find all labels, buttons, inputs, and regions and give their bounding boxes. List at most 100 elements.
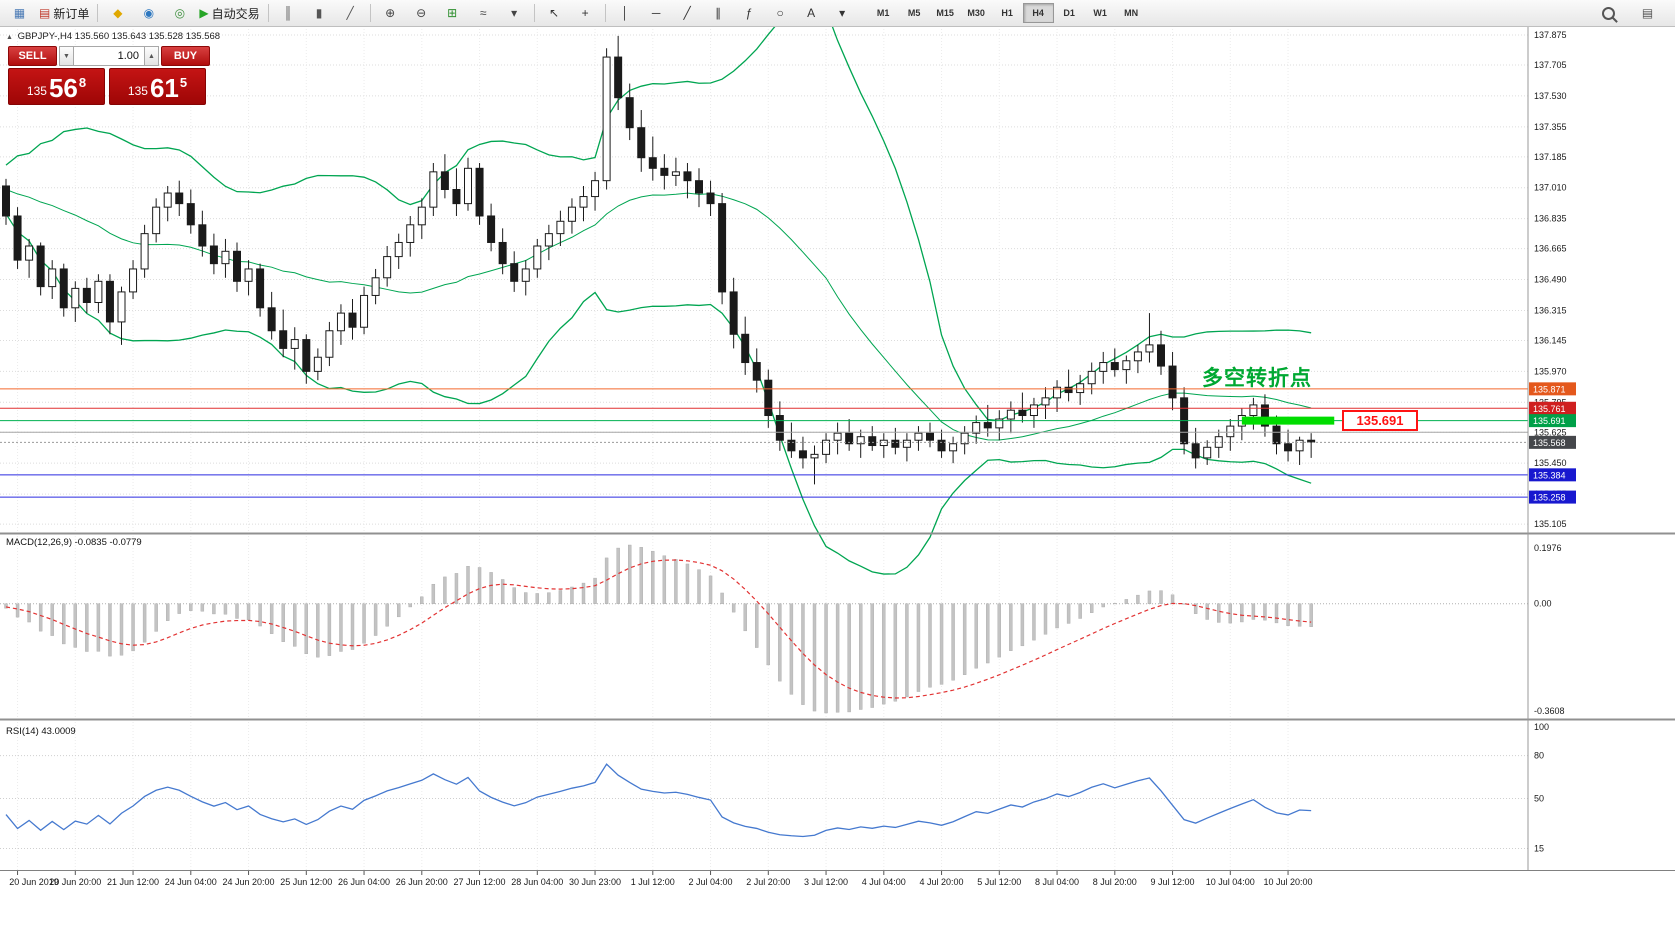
svg-text:135.625: 135.625 [1534,427,1567,437]
zoom-out-icon[interactable]: ⊖ [406,1,437,25]
svg-text:9 Jul 12:00: 9 Jul 12:00 [1151,877,1195,887]
symbol-ohlc: 135.560 135.643 135.528 135.568 [74,31,221,42]
timeframe-h1[interactable]: H1 [1001,8,1013,18]
price-badges: 135.871 135.761 135.691 135.384 135.258 135.5… [1529,382,1576,504]
arrows-dropdown-icon[interactable]: ▾ [827,1,858,25]
templates-icon[interactable]: ▾ [499,1,530,25]
crosshair-icon: + [581,6,589,20]
market-icon[interactable]: ◉ [133,1,164,25]
timeframe-m5[interactable]: M5 [907,8,921,18]
macd-indicator-label: MACD(12,26,9) -0.0835 -0.0779 [6,537,142,548]
rsi-panel: 100 80 50 15 [0,722,1549,854]
search-icon[interactable] [1593,1,1624,25]
candlestick-chart-icon: ▮ [315,6,323,20]
bar-chart-icon: ║ [283,6,293,20]
panel-separators[interactable] [0,27,1675,871]
channel-icon[interactable]: ∥ [703,1,734,25]
svg-text:4 Jul 20:00: 4 Jul 20:00 [920,877,964,887]
buy-price-button[interactable]: 135 61 5 [109,68,206,105]
market-icon: ◉ [143,6,155,20]
new-order-button: ▤ [39,6,51,20]
svg-text:136.665: 136.665 [1534,244,1567,254]
svg-text:4 Jul 04:00: 4 Jul 04:00 [862,877,906,887]
svg-text:0.1976: 0.1976 [1534,543,1562,553]
cursor-icon[interactable]: ↖ [539,1,570,25]
svg-text:24 Jun 20:00: 24 Jun 20:00 [223,877,275,887]
vertical-line-icon[interactable]: │ [610,1,641,25]
volume-down-button[interactable]: ▼ [59,46,74,66]
svg-text:136.145: 136.145 [1534,335,1567,345]
svg-text:3 Jul 12:00: 3 Jul 12:00 [804,877,848,887]
line-chart-icon: ╱ [346,6,354,20]
svg-text:135.568: 135.568 [1533,438,1566,448]
svg-text:1 Jul 12:00: 1 Jul 12:00 [631,877,675,887]
svg-text:135.384: 135.384 [1533,470,1566,480]
toolbar-divider [533,4,535,22]
toolbar: ▦ ▤ 新订单 ◆ ◉ ◎ ▶ 自动交易 ║ ▮ ╱ ⊕ ⊖ ⊞ ≈ ▾ ↖ + │ ─ ╱ ∥ ƒ ○ A ▾ M1 M5 M15 M… [0,0,1675,27]
crosshair-icon[interactable]: + [570,1,601,25]
timeframe-mn[interactable]: MN [1124,8,1139,18]
svg-text:135.450: 135.450 [1534,458,1567,468]
timeframe-d1[interactable]: D1 [1063,8,1075,18]
fibonacci-icon[interactable]: ƒ [734,1,765,25]
toolbar-divider [97,4,99,22]
trendline-icon[interactable]: ╱ [672,1,703,25]
volume-up-button[interactable]: ▲ [144,46,159,66]
buy-button[interactable]: BUY [161,46,210,66]
rsi-line [5,763,1312,838]
sell-button[interactable]: SELL [8,46,57,66]
svg-text:136.835: 136.835 [1534,214,1567,224]
tile-windows-icon[interactable]: ⊞ [437,1,468,25]
timeframe-w1[interactable]: W1 [1093,8,1107,18]
chart-canvas[interactable]: 0.1976 0.00 -0.3608 100 80 50 15 137.875 137.705… [0,27,1675,951]
autotrading-button: ▶ [199,6,209,20]
trade-panel-top-row: SELL ▼ 1.00 ▲ BUY [8,46,210,66]
svg-text:137.705: 137.705 [1534,60,1567,70]
buy-price-pips: 61 [149,73,179,103]
volume-input[interactable]: 1.00 [74,46,144,66]
indicators-icon[interactable]: ≈ [468,1,499,25]
svg-text:137.185: 137.185 [1534,152,1567,162]
toolbox-icon: ◆ [113,6,123,20]
signals-icon[interactable]: ◎ [164,1,195,25]
bar-chart-icon[interactable]: ║ [273,1,304,25]
price-callout-label[interactable]: 135.691 [1342,410,1418,431]
shapes-icon[interactable]: ○ [765,1,796,25]
new-order-button[interactable]: ▤ 新订单 [35,1,93,25]
timeframe-m30[interactable]: M30 [967,8,985,18]
timeframe-m15[interactable]: M15 [936,8,954,18]
timeframe-toolbar: M1 M5 M15 M30 H1 H4 D1 W1 MN [868,3,1147,23]
buy-price-pipette: 5 [179,75,188,90]
autotrading-button[interactable]: ▶ 自动交易 [195,1,263,25]
templates-icon: ▾ [511,6,518,20]
search-icon [1602,6,1615,20]
sell-price-button[interactable]: 135 56 8 [8,68,105,105]
line-chart-icon[interactable]: ╱ [335,1,366,25]
highlight-bar [1241,416,1335,425]
symbol-name: GBPJPY-,H4 [17,31,73,42]
svg-text:28 Jun 04:00: 28 Jun 04:00 [511,877,563,887]
timeframe-h4[interactable]: H4 [1022,3,1054,23]
toolbar-divider [604,4,606,22]
svg-text:135.871: 135.871 [1533,384,1566,394]
svg-text:8 Jul 20:00: 8 Jul 20:00 [1093,877,1137,887]
charts-window-icon: ▦ [13,6,26,20]
zoom-in-icon[interactable]: ⊕ [375,1,406,25]
text-icon[interactable]: A [796,1,827,25]
svg-text:100: 100 [1534,722,1549,732]
data-window-icon[interactable]: ▤ [1632,1,1663,25]
horizontal-line-icon[interactable]: ─ [641,1,672,25]
toolbox-icon[interactable]: ◆ [102,1,133,25]
svg-text:136.315: 136.315 [1534,305,1567,315]
charts-window-icon[interactable]: ▦ [4,1,35,25]
macd-signal-line [5,559,1312,699]
svg-text:0.00: 0.00 [1534,599,1552,609]
chart-symbol-title: ▲ GBPJPY-,H4 135.560 135.643 135.528 135… [6,31,220,42]
timeframe-m1[interactable]: M1 [876,8,890,18]
trendline-icon: ╱ [683,6,691,20]
horizontal-lines[interactable] [0,388,1528,498]
buy-price-main: 135 [127,84,148,98]
candlestick-chart-icon[interactable]: ▮ [304,1,335,25]
